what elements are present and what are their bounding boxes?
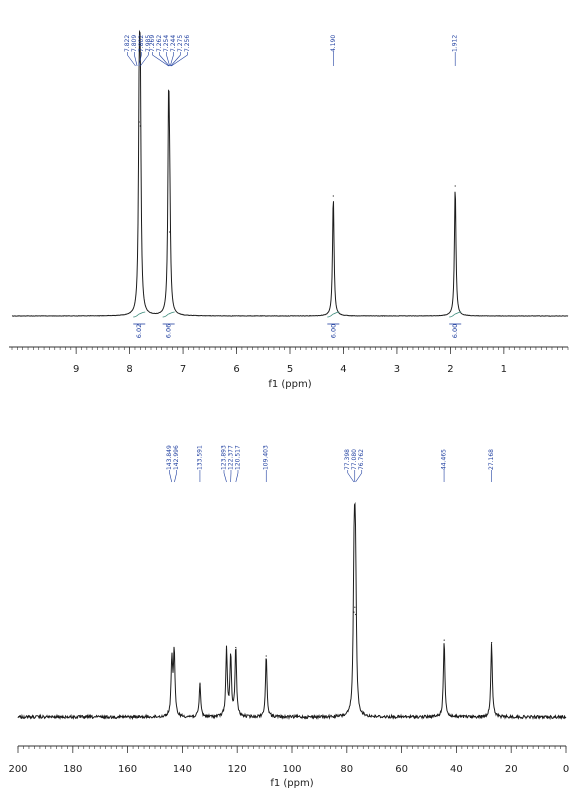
peak-mark <box>168 115 170 117</box>
peak-label: 109.403 <box>263 445 270 470</box>
peak-mark <box>230 656 232 658</box>
peak-label: 27.168 <box>488 449 495 470</box>
integral-label: 6.00 <box>329 324 337 338</box>
peak-label: 7.262 <box>156 35 163 52</box>
tick-label: 2 <box>447 364 453 375</box>
peak-label-leg <box>152 54 169 67</box>
tick-label: 60 <box>395 764 408 775</box>
peak-label: 122.377 <box>227 445 234 470</box>
peak-label: 7.985 <box>145 35 152 52</box>
peak-mark <box>491 642 493 644</box>
peak-label: 1.912 <box>452 35 459 52</box>
tick-label: 80 <box>340 764 353 775</box>
peak-label: 120.517 <box>234 445 241 470</box>
tick-label: 9 <box>73 364 79 375</box>
peak-mark <box>354 606 356 608</box>
peak-label-leg <box>174 472 177 483</box>
peak-label: 142.996 <box>173 445 180 470</box>
tick-label: 160 <box>118 764 137 775</box>
peak-label: 4.190 <box>330 35 337 52</box>
integral-curve <box>327 311 340 318</box>
peak-label: 7.822 <box>124 35 131 52</box>
x-axis-title: f1 (ppm) <box>268 379 311 390</box>
peak-label: 7.802 <box>138 35 145 52</box>
peak-label-leg <box>166 54 170 67</box>
peak-label-leg <box>134 54 138 67</box>
peak-label: 123.893 <box>220 445 227 470</box>
peak-mark <box>355 613 357 616</box>
peak-label: 7.256 <box>184 35 191 52</box>
peak-mark <box>265 655 267 657</box>
integral-label: 6.06 <box>165 324 173 338</box>
peak-label: 7.809 <box>131 35 138 52</box>
peak-label-leg <box>355 472 362 483</box>
peak-label: 133.591 <box>196 445 203 470</box>
tick-label: 6 <box>233 364 239 375</box>
peak-mark <box>235 646 237 649</box>
tick-label: 200 <box>8 764 27 775</box>
peak-label-leg <box>169 54 174 67</box>
tick-label: 7 <box>180 364 186 375</box>
peak-label: 7.244 <box>170 35 177 52</box>
tick-label: 40 <box>450 764 463 775</box>
integral-curve <box>449 311 462 318</box>
tick-label: 0 <box>563 764 569 775</box>
peak-label: 7.269 <box>149 35 156 52</box>
peak-label-leg <box>171 54 188 67</box>
peak-mark <box>138 121 140 123</box>
peak-label-leg <box>223 472 227 483</box>
peak-mark <box>225 649 228 651</box>
tick-label: 4 <box>340 364 346 375</box>
peak-mark <box>173 653 175 655</box>
peak-label-leg <box>235 472 239 483</box>
tick-label: 140 <box>173 764 192 775</box>
peak-label-leg <box>138 54 142 67</box>
peak-mark <box>443 639 445 641</box>
peak-label-leg <box>159 54 170 67</box>
peak-label-leg <box>127 54 136 67</box>
peak-mark <box>353 611 355 613</box>
peak-mark <box>199 683 201 685</box>
peak-mark <box>332 195 334 197</box>
peak-label: 7.275 <box>177 35 184 52</box>
peak-label: 76.762 <box>358 449 365 470</box>
tick-label: 1 <box>501 364 507 375</box>
integral-label: 6.00 <box>451 324 459 338</box>
peak-mark <box>454 185 456 187</box>
tick-label: 100 <box>282 764 301 775</box>
peak-label-leg <box>169 472 173 483</box>
peak-label: 143.849 <box>166 445 173 470</box>
x-axis-title: f1 (ppm) <box>270 778 313 789</box>
c-nmr-panel: 143.849 142.996 133.591 123.893 122.377 120.5… <box>8 445 569 789</box>
peak-label: 44.465 <box>441 449 448 470</box>
peak-label: 77.398 <box>344 449 351 470</box>
tick-label: 120 <box>228 764 247 775</box>
peak-label-leg <box>140 54 149 67</box>
integral-curve <box>133 311 146 318</box>
peak-mark <box>171 659 173 661</box>
integral-curve <box>162 311 175 318</box>
tick-label: 3 <box>394 364 400 375</box>
spectrum-trace <box>17 502 567 721</box>
tick-label: 180 <box>63 764 82 775</box>
spectrum-trace <box>11 29 569 317</box>
peak-mark <box>139 125 141 127</box>
peak-label: 7.254 <box>163 35 170 52</box>
peak-label-leg <box>347 472 355 483</box>
peak-label-leg <box>170 54 181 67</box>
integral-label: 6.02 <box>135 324 143 338</box>
peak-mark <box>169 231 171 233</box>
h-nmr-panel: 6.02 6.06 6.00 6.007.822 7.809 7.802 7.9857.26… <box>9 29 569 390</box>
tick-label: 5 <box>287 364 293 375</box>
tick-label: 20 <box>505 764 518 775</box>
peak-label: 77.080 <box>351 449 358 470</box>
tick-label: 8 <box>126 364 132 375</box>
